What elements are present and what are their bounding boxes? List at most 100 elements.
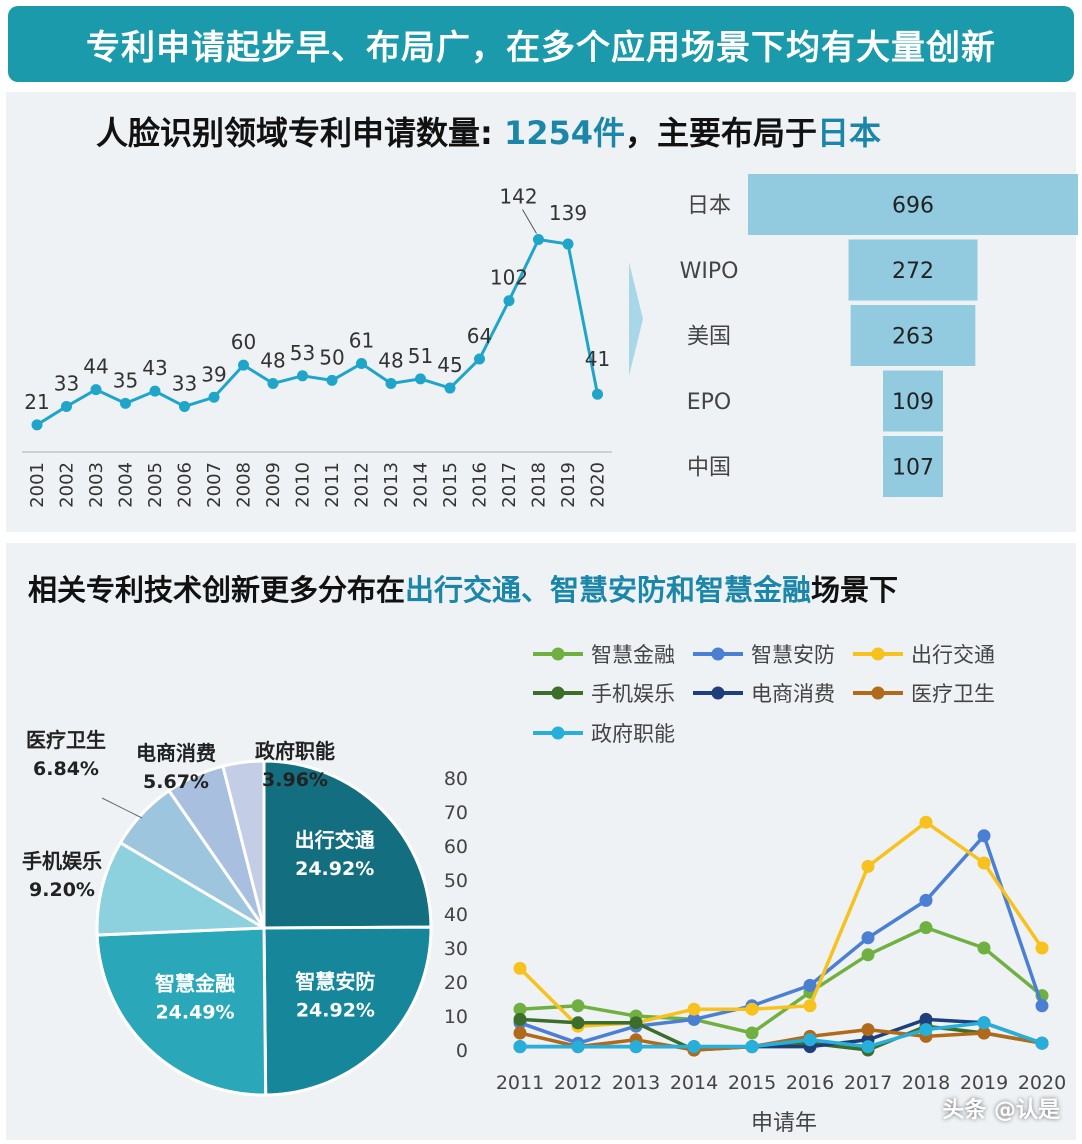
x-tick-label: 2012 [554,1072,602,1094]
data-point [356,358,367,370]
x-tick-label: 2011 [496,1072,544,1094]
arrow-connector-icon [629,262,643,376]
legend-label: 出行交通 [911,643,995,667]
data-label: 60 [231,330,256,354]
pie-label: 智慧安防 [295,969,375,993]
data-point [861,931,875,945]
data-point [977,941,991,955]
pie-label: 出行交通 [295,828,375,852]
scenario-trend-chart: 0 10 20 30 40 50 60 70 80 2011 2012 2013 2014 2015 201… [444,643,1066,1136]
data-point [977,1026,991,1040]
data-point [571,1016,585,1030]
funnel-category: EPO [687,390,731,415]
data-point [562,238,574,250]
patent-count: 1254件 [503,114,626,152]
legend-marker [711,647,725,661]
bottom-section-title: 相关专利技术创新更多分布在出行交通、智慧安防和智慧金融场景下 [28,567,898,609]
data-label: 51 [408,344,433,368]
y-tick-label: 60 [444,836,468,858]
series-line [520,1021,1043,1049]
banner: 专利申请起步早、布局广，在多个应用场景下均有大量创新 [8,6,1074,82]
data-point [977,1016,991,1030]
data-point [267,377,279,389]
data-label: 64 [467,324,492,348]
pie-value-label: 9.20% [29,879,95,901]
data-point [513,1012,527,1026]
data-point [861,1023,875,1037]
funnel-bar [848,239,978,301]
bottom-title-suffix: 场景下 [811,573,899,607]
x-tick-label: 2017 [499,462,520,508]
x-tick-label: 2016 [786,1072,834,1094]
data-point [120,397,131,409]
bottom-title-highlight: 出行交通、智慧安防和智慧金融 [405,573,812,607]
legend-label: 政府职能 [591,722,675,746]
data-point [571,1040,585,1054]
x-tick-label: 2018 [902,1072,950,1094]
data-label: 102 [490,266,528,290]
y-tick-label: 20 [444,972,468,994]
data-point [977,829,991,843]
data-point [326,374,338,386]
data-point [919,893,933,907]
yearly-applications-chart: 21 2001 33 2002 44 2003 35 2004 43 2005 33 2006 39 20… [22,184,612,508]
data-label: 45 [437,353,462,377]
data-point [179,400,190,412]
legend-marker [871,647,885,661]
bottom-title-prefix: 相关专利技术创新更多分布在 [28,573,406,607]
x-tick-label: 2015 [728,1072,776,1094]
data-point [1035,1036,1049,1050]
data-label: 33 [172,371,197,395]
data-point [415,373,426,385]
data-point [513,961,527,975]
pie-slice [95,926,268,1097]
x-tick-label: 2018 [529,462,550,508]
pie-label: 政府职能 [255,739,335,763]
x-tick-label: 2019 [960,1072,1008,1094]
label-leader [522,209,537,234]
data-point [919,921,933,935]
y-tick-label: 0 [456,1040,468,1062]
funnel-value: 263 [892,325,934,350]
legend-label: 医疗卫生 [911,682,995,706]
x-tick-label: 2016 [470,462,491,508]
data-point [861,1040,875,1054]
legend-marker [551,647,565,661]
pie-slice [262,759,433,930]
x-tick-label: 2003 [86,462,107,508]
arrow-shape [629,262,643,376]
pie-label: 电商消费 [136,741,216,765]
data-point [919,815,933,829]
data-point [919,1023,933,1037]
x-tick-label: 2002 [57,462,78,508]
x-tick-label: 2014 [411,462,432,508]
data-point [444,382,456,394]
x-tick-label: 2020 [588,462,609,508]
data-point [297,370,308,382]
legend-marker [551,686,565,700]
x-tick-label: 2013 [612,1072,660,1094]
y-tick-label: 30 [444,938,468,960]
data-point [687,1002,701,1016]
funnel-bar [883,436,943,497]
data-label: 48 [260,348,285,372]
data-point [513,1040,527,1054]
funnel-value: 107 [892,456,934,481]
data-label: 61 [349,329,374,353]
data-point [149,385,161,397]
funnel-value: 272 [892,259,934,284]
main-country: 日本 [817,114,882,152]
top-title-prefix: 人脸识别领域专利申请数量: [96,114,504,152]
funnel-category: WIPO [680,259,739,284]
pie-value-label: 5.67% [143,771,209,793]
data-label: 139 [549,201,587,225]
data-label: 39 [201,362,226,386]
x-tick-label: 2011 [322,462,343,508]
data-point [592,388,603,400]
data-point [919,1012,933,1026]
data-point [503,295,515,307]
funnel-bar [748,174,1078,235]
banner-title: 专利申请起步早、布局广，在多个应用场景下均有大量创新 [86,27,996,68]
pie-value-label: 3.96% [262,769,328,791]
y-tick-label: 50 [444,870,468,892]
